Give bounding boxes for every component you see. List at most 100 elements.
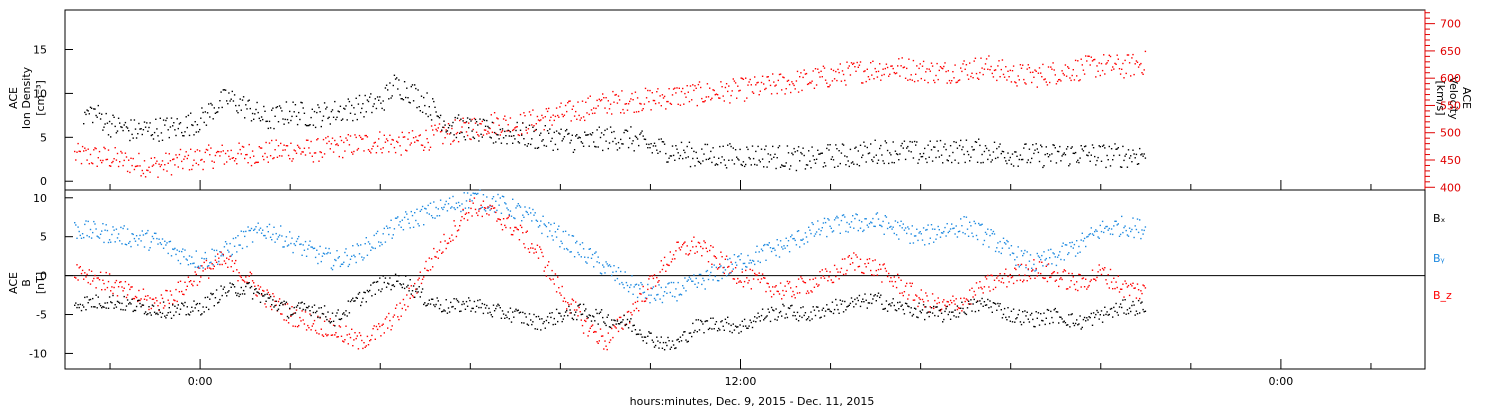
bz-point (472, 202, 474, 204)
bz-point (632, 303, 634, 305)
bz-point (975, 282, 978, 284)
bx-point (797, 320, 800, 322)
bx-point (360, 304, 362, 307)
bx-point (429, 303, 432, 305)
density-point (817, 149, 819, 151)
by-point (961, 225, 963, 227)
velocity-point (1090, 56, 1092, 58)
bz-point (506, 217, 508, 220)
velocity-point (793, 84, 795, 87)
velocity-point (342, 156, 344, 159)
velocity-point (152, 164, 155, 166)
by-point (559, 246, 561, 248)
velocity-point (819, 76, 821, 78)
by-point (1020, 250, 1023, 252)
bz-point (608, 341, 611, 344)
velocity-point (1010, 81, 1013, 83)
bz-point (669, 251, 671, 253)
velocity-point (644, 87, 647, 90)
bz-point (157, 305, 159, 307)
bx-point (800, 307, 802, 309)
density-point (626, 130, 629, 132)
density-point (818, 153, 820, 155)
velocity-point (304, 154, 307, 156)
bx-point (159, 311, 161, 314)
bx-point (110, 301, 112, 303)
bx-point (621, 321, 623, 323)
density-point (1043, 165, 1045, 167)
bx-point (603, 321, 605, 323)
by-point (1000, 252, 1002, 255)
velocity-point (752, 92, 755, 94)
bz-point (265, 306, 267, 308)
bz-point (275, 304, 277, 306)
density-point (229, 100, 231, 102)
bz-point (823, 277, 826, 279)
velocity-point (138, 152, 140, 155)
bx-point (457, 301, 460, 303)
bx-point (680, 340, 683, 342)
by-point (870, 221, 872, 223)
velocity-point (591, 112, 594, 115)
by-point (564, 230, 567, 232)
by-point (105, 224, 107, 226)
velocity-point (904, 77, 907, 79)
velocity-point (795, 80, 798, 82)
by-point (1096, 230, 1098, 232)
bz-point (303, 323, 306, 325)
density-point (532, 126, 534, 128)
bz-point (453, 220, 455, 222)
by-point (445, 200, 447, 203)
bz-point (206, 267, 209, 269)
density-point (106, 122, 109, 124)
bx-point (719, 329, 721, 331)
by-point (251, 241, 254, 243)
velocity-point (358, 134, 361, 137)
by-point (289, 231, 291, 233)
by-point (496, 209, 498, 212)
density-ytick-label: 0 (40, 175, 47, 188)
bx-point (581, 313, 584, 315)
bz-point (471, 215, 473, 217)
velocity-point (531, 124, 533, 126)
bx-point (289, 307, 291, 310)
bx-point (119, 302, 121, 304)
density-point (408, 101, 410, 103)
density-point (831, 156, 834, 158)
x-axis-label: hours:minutes, Dec. 9, 2015 - Dec. 11, 2… (630, 395, 875, 408)
density-point (797, 146, 800, 148)
velocity-point (985, 58, 988, 60)
velocity-point (454, 119, 456, 121)
velocity-point (408, 132, 410, 134)
bz-point (379, 325, 381, 328)
bz-point (527, 248, 530, 250)
bz-point (1041, 261, 1043, 263)
velocity-point (271, 139, 273, 142)
velocity-point (123, 159, 125, 162)
bx-point (194, 307, 196, 309)
bz-point (691, 240, 693, 242)
density-point (479, 118, 481, 120)
bx-point (712, 317, 714, 319)
velocity-point (143, 160, 146, 162)
velocity-point (895, 72, 898, 74)
density-point (371, 111, 373, 114)
bz-point (203, 261, 205, 264)
velocity-point (804, 73, 807, 75)
density-point (242, 96, 245, 98)
by-point (605, 261, 607, 263)
velocity-point (312, 161, 315, 163)
bz-point (295, 309, 298, 311)
bx-point (334, 325, 336, 327)
density-point (545, 145, 548, 147)
bz-point (1059, 278, 1061, 280)
bz-point (308, 327, 310, 329)
by-point (747, 254, 749, 257)
density-point (373, 103, 375, 105)
density-point (493, 131, 496, 134)
bx-point (1122, 299, 1124, 301)
velocity-point (842, 73, 845, 76)
velocity-point (882, 68, 884, 70)
bx-point (483, 303, 486, 306)
by-point (488, 206, 490, 208)
